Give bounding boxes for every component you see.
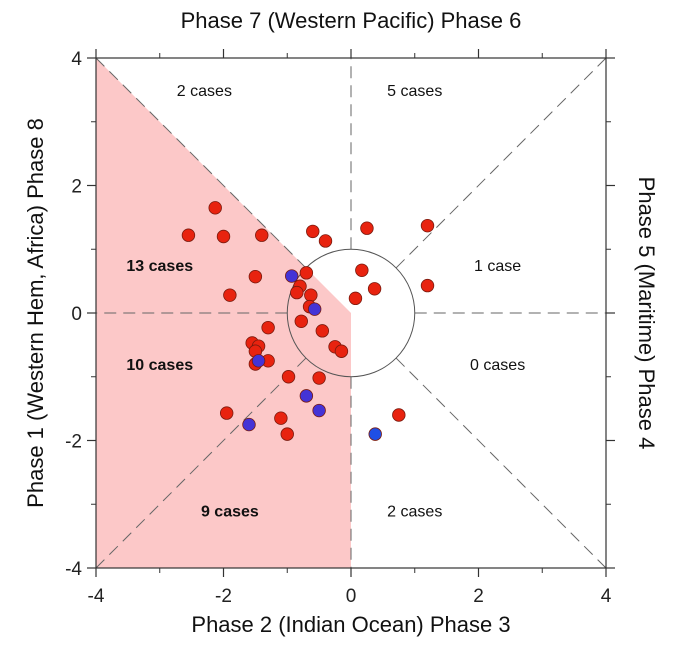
unit-circle xyxy=(286,248,416,378)
data-point xyxy=(420,278,435,293)
x-tick-label: -2 xyxy=(215,586,232,607)
data-point xyxy=(251,354,266,368)
x-tick-label: 4 xyxy=(601,586,612,607)
data-point xyxy=(360,221,374,235)
data-point xyxy=(312,371,326,385)
octant-divider-line xyxy=(95,57,307,269)
data-point xyxy=(208,201,222,215)
x-tick-label: -4 xyxy=(88,586,105,607)
data-point xyxy=(294,314,308,328)
data-point xyxy=(219,406,234,420)
octant-case-label: 2 cases xyxy=(177,83,232,100)
data-point xyxy=(348,291,363,306)
data-point xyxy=(181,228,196,242)
octant-case-label: 13 cases xyxy=(126,258,193,275)
chart-title: Phase 7 (Western Pacific) Phase 6 xyxy=(180,8,522,33)
data-point xyxy=(242,417,256,432)
y-tick-label: 4 xyxy=(71,49,82,70)
data-point xyxy=(334,344,349,358)
x-axis-label: Phase 2 (Indian Ocean) Phase 3 xyxy=(191,612,511,637)
y-tick-label: -2 xyxy=(65,432,82,453)
y-axis-label-left: Phase 1 (Western Hem, Africa) Phase 8 xyxy=(23,118,48,508)
y-tick-label: 0 xyxy=(71,304,82,325)
x-tick-label: 0 xyxy=(346,586,357,607)
data-point xyxy=(299,389,314,403)
octant-case-label: 1 case xyxy=(474,258,521,275)
data-point xyxy=(318,234,333,248)
data-point xyxy=(420,218,435,233)
data-point xyxy=(285,269,299,283)
y-tick-label: 2 xyxy=(71,177,82,198)
octant-divider-line xyxy=(95,357,307,569)
data-point xyxy=(315,324,330,338)
data-point xyxy=(312,403,326,418)
data-point xyxy=(355,263,369,277)
data-point xyxy=(306,224,320,239)
octant-case-label: 2 cases xyxy=(387,504,442,521)
data-point xyxy=(299,266,314,280)
data-point xyxy=(261,320,275,335)
octant-divider-line xyxy=(395,57,607,269)
data-point xyxy=(368,427,382,441)
octant-case-label: 10 cases xyxy=(126,357,193,374)
y-tick-label: -4 xyxy=(65,559,82,580)
data-point xyxy=(304,288,318,302)
data-point xyxy=(274,411,288,425)
data-point xyxy=(280,427,294,441)
octant-case-label: 9 cases xyxy=(201,504,259,521)
data-point xyxy=(392,408,406,422)
data-point xyxy=(367,282,382,296)
data-point xyxy=(307,302,322,316)
data-point xyxy=(248,269,263,284)
data-point xyxy=(255,228,269,242)
octant-divider-line xyxy=(395,357,607,569)
y-axis-label-right: Phase 5 (Maritime) Phase 4 xyxy=(634,176,659,450)
octant-case-label: 5 cases xyxy=(387,83,442,100)
data-point xyxy=(223,288,237,302)
data-point xyxy=(281,370,296,384)
data-point xyxy=(290,285,304,300)
data-point xyxy=(216,229,231,244)
octant-case-label: 0 cases xyxy=(470,357,525,374)
x-tick-label: 2 xyxy=(473,586,484,607)
